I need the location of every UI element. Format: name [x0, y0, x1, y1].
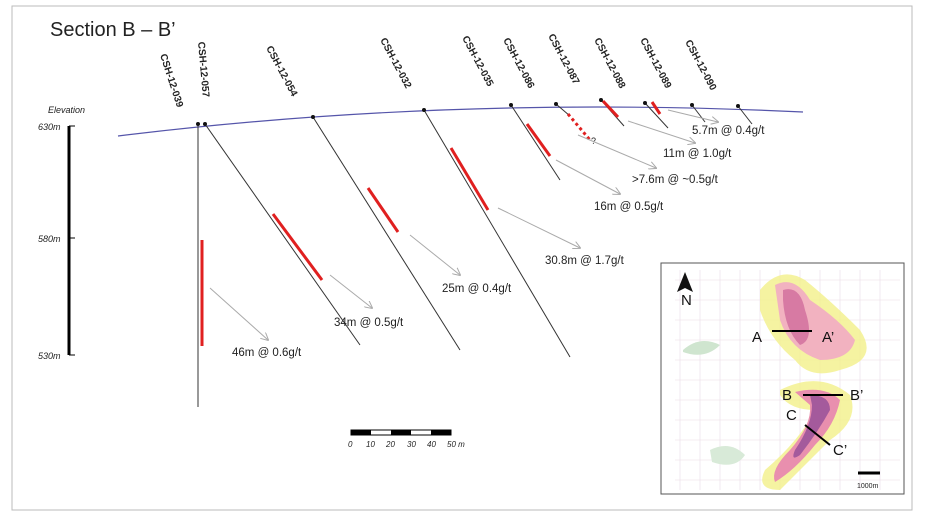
scale-label: 50 m: [447, 440, 465, 449]
section-label: A: [752, 329, 762, 346]
intercept-arrows: [209, 109, 718, 340]
scale-label: 10: [366, 440, 375, 449]
title: Section B – B’: [50, 19, 176, 41]
elevation-label: Elevation: [48, 105, 85, 115]
intercept: 25m @ 0.4g/t: [442, 283, 512, 295]
section-label: B’: [850, 387, 863, 404]
intercept: 34m @ 0.5g/t: [334, 317, 404, 329]
hole-label: CSH-12-057: [195, 41, 211, 98]
topography: [117, 106, 804, 137]
drill-holes: [196, 98, 753, 407]
section-label: C: [786, 407, 797, 424]
intercept: 30.8m @ 1.7g/t: [545, 255, 625, 267]
scale-bar: 0 10 20 30 40 50 m: [348, 429, 465, 449]
intercept-labels: 46m @ 0.6g/t 34m @ 0.5g/t 25m @ 0.4g/t 3…: [232, 125, 765, 359]
elevation-ticks: 630m 580m 530m: [38, 122, 75, 361]
scale-label: 20: [385, 440, 395, 449]
intercept: 11m @ 1.0g/t: [663, 148, 732, 160]
tick-label: 580m: [38, 234, 61, 244]
uncertain-mark: ?: [591, 136, 596, 146]
intercept: 16m @ 0.5g/t: [594, 201, 664, 213]
section-label: B: [782, 387, 792, 404]
intercept: 46m @ 0.6g/t: [232, 347, 302, 359]
section-label: A’: [822, 329, 834, 346]
intercept: 5.7m @ 0.4g/t: [692, 125, 765, 137]
scale-label: 30: [407, 440, 416, 449]
tick-label: 530m: [38, 351, 61, 361]
scale-label: 40: [427, 440, 436, 449]
map-scale: 1000m: [857, 483, 879, 490]
scale-label: 0: [348, 440, 353, 449]
section-label: C’: [833, 442, 847, 459]
north-label: N: [681, 292, 692, 309]
tick-label: 630m: [38, 122, 61, 132]
intercept: >7.6m @ ~0.5g/t: [632, 174, 719, 186]
inset-map: N A A’ B B’ C C’ 1000m: [660, 262, 905, 495]
